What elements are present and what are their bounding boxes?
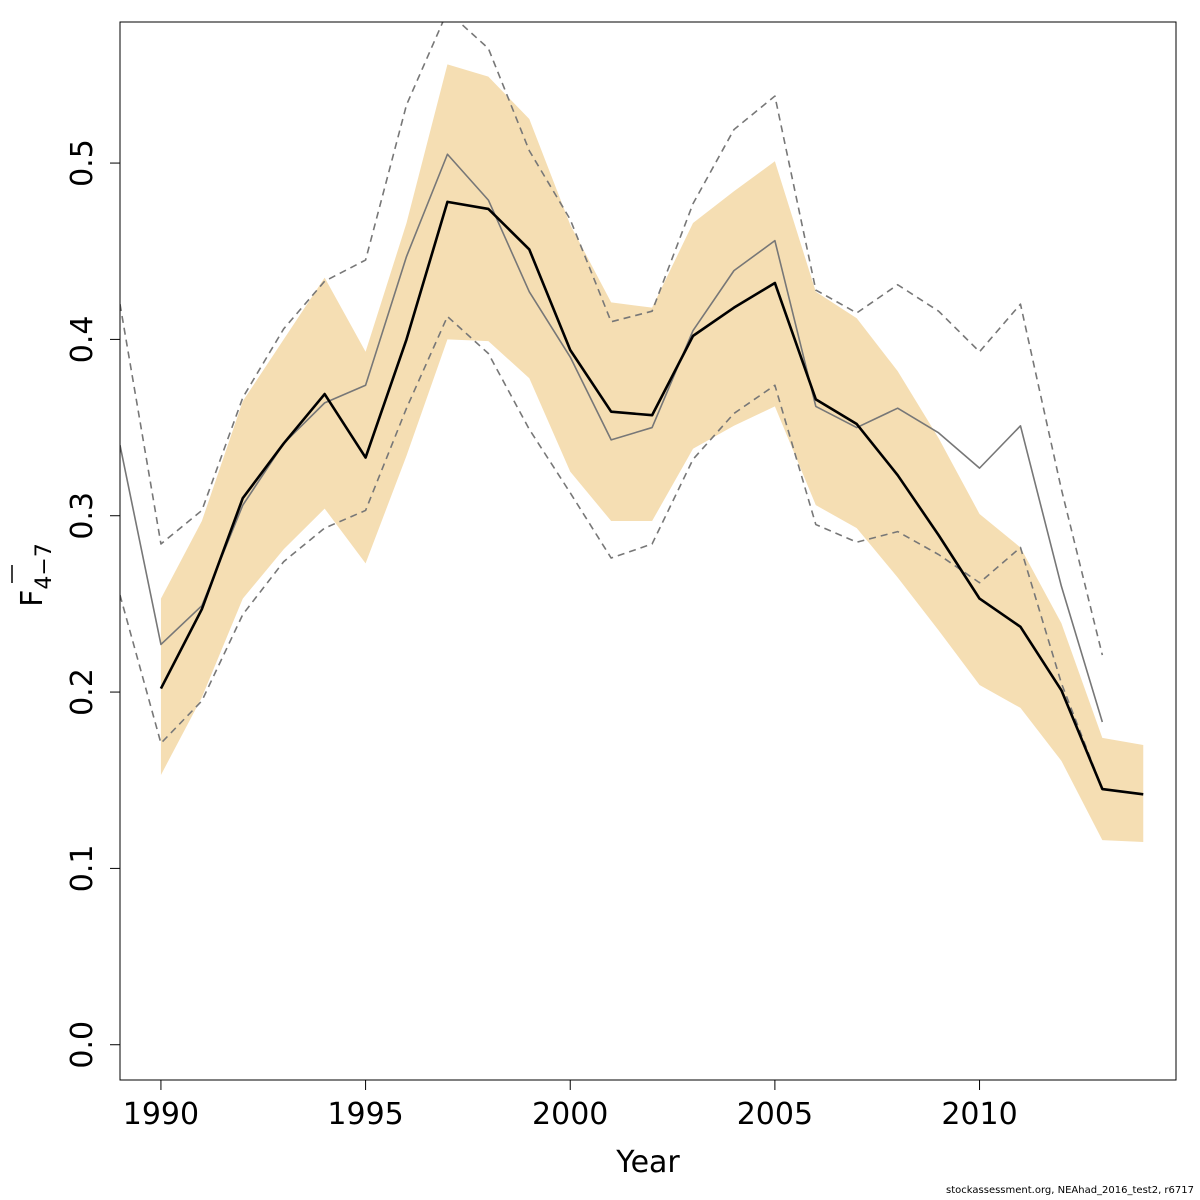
y-tick-label: 0.0 (65, 1021, 100, 1069)
x-tick-label: 2005 (737, 1097, 813, 1132)
confidence-band-layer (160, 64, 1144, 842)
y-tick-label: 0.2 (65, 668, 100, 716)
series-line-comparison-upper (120, 22, 1104, 656)
x-axis-title: Year (615, 1145, 680, 1180)
y-tick-label: 0.3 (65, 492, 100, 540)
y-axis-title: F4−7 (11, 543, 57, 607)
y-tick-label: 0.4 (65, 316, 100, 364)
y-axis-title-main: F (15, 590, 50, 607)
y-axis-title-subscript: 4−7 (32, 543, 57, 589)
x-axis: 1990 1995 2000 2005 2010 (123, 1079, 1018, 1132)
series-line-comparison-lower (120, 315, 1104, 790)
footer-note: stockassessment.org, NEAhad_2016_test2, … (946, 1185, 1194, 1196)
svg-text:F4−7: F4−7 (15, 543, 57, 607)
confidence-band (160, 64, 1144, 842)
x-tick-label: 1995 (327, 1097, 403, 1132)
y-tick-label: 0.1 (65, 845, 100, 893)
series-layer (120, 22, 1144, 796)
series-line-estimate (159, 200, 1144, 796)
x-tick-label: 2010 (941, 1097, 1017, 1132)
x-tick-label: 2000 (532, 1097, 608, 1132)
y-axis: 0.0 0.1 0.2 0.3 0.4 0.5 (65, 139, 121, 1069)
y-tick-label: 0.5 (65, 139, 100, 187)
x-tick-label: 1990 (123, 1097, 199, 1132)
